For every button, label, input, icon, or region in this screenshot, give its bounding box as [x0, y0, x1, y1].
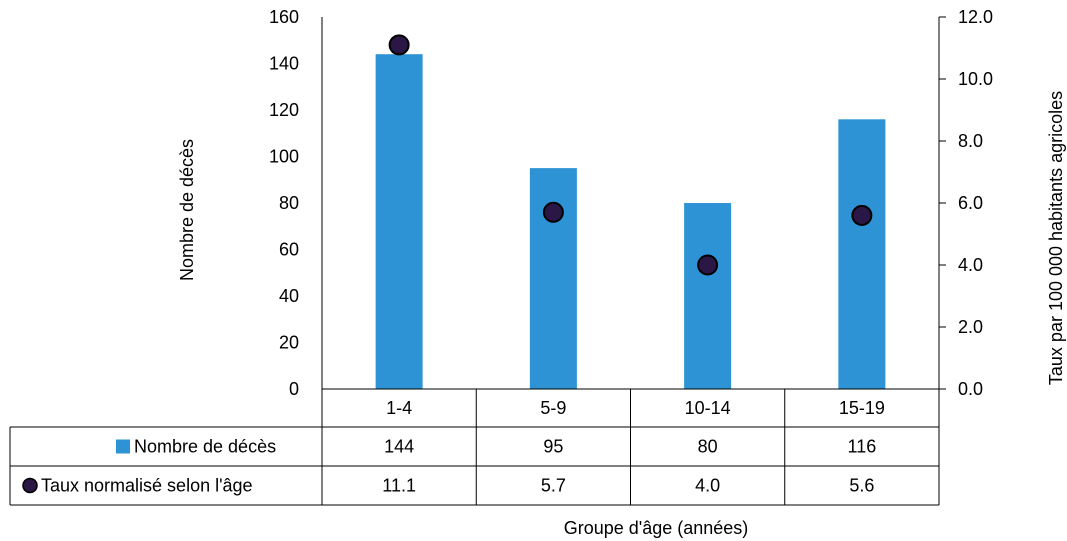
- x-tick-label: 10-14: [685, 398, 731, 418]
- y-tick-label: 40: [279, 286, 299, 306]
- bar: [529, 168, 577, 389]
- x-tick-label: 15-19: [839, 398, 885, 418]
- y-tick-label: 160: [269, 7, 299, 27]
- legend-swatch-points: [22, 477, 38, 494]
- data-point: [697, 254, 719, 276]
- y2-tick-label: 6.0: [958, 193, 983, 213]
- bar: [375, 54, 423, 389]
- data-point: [388, 34, 410, 56]
- data-label: 5.6: [849, 476, 874, 496]
- y2-tick-label: 0.0: [958, 379, 983, 399]
- bars-layer: [375, 54, 886, 390]
- x-axis-label: Groupe d'âge (années): [564, 518, 749, 538]
- y2-axis-label: Taux par 100 000 habitants agricoles: [1046, 91, 1066, 385]
- y-axis-label: Nombre de décès: [177, 139, 197, 281]
- legend-label: Nombre de décès: [134, 437, 276, 457]
- data-label: 4.0: [695, 476, 720, 496]
- y-tick-label: 120: [269, 100, 299, 120]
- y-tick-label: 0: [289, 379, 299, 399]
- y-tick-label: 80: [279, 193, 299, 213]
- y2-tick-label: 8.0: [958, 131, 983, 151]
- data-label: 80: [698, 437, 718, 457]
- axes-layer: 0 20 40 60 80 100 120 140 160 0.0 2.0 4.0 6.0 8.0 10.0…: [269, 7, 993, 399]
- data-point: [851, 204, 873, 226]
- data-label: 5.7: [541, 476, 566, 496]
- data-label: 144: [384, 437, 414, 457]
- y2-tick-label: 4.0: [958, 255, 983, 275]
- bar: [838, 119, 886, 390]
- y-tick-label: 60: [279, 240, 299, 260]
- x-tick-label: 1-4: [386, 398, 412, 418]
- y-tick-label: 140: [269, 54, 299, 74]
- data-label: 95: [543, 437, 563, 457]
- points-layer: [388, 34, 873, 276]
- data-label: 116: [848, 437, 877, 457]
- bar: [684, 203, 732, 389]
- data-point: [542, 201, 564, 223]
- y-tick-label: 20: [279, 333, 299, 353]
- data-label: 11.1: [382, 476, 416, 496]
- y2-tick-label: 2.0: [958, 317, 983, 337]
- y-tick-label: 100: [269, 147, 299, 167]
- legend-label: Taux normalisé selon l'âge: [41, 476, 253, 496]
- y2-tick-label: 10.0: [958, 69, 993, 89]
- data-table: 1-4 5-9 10-14 15-19 Nombre de décès 144 95 80 11…: [9, 388, 940, 506]
- x-tick-label: 5-9: [540, 398, 566, 418]
- y2-tick-label: 12.0: [958, 7, 993, 27]
- legend-swatch-bars: [116, 439, 130, 454]
